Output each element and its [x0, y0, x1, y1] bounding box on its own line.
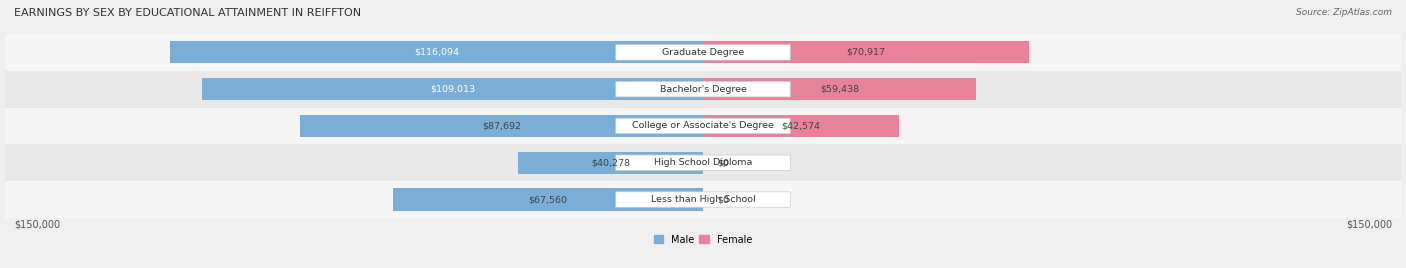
Text: Less than High School: Less than High School	[651, 195, 755, 204]
Bar	[4, 71, 1402, 107]
Text: $40,278: $40,278	[591, 158, 630, 167]
Bar	[170, 41, 703, 64]
FancyBboxPatch shape	[616, 118, 790, 134]
Bar	[4, 181, 1402, 218]
FancyBboxPatch shape	[616, 192, 790, 207]
Text: $42,574: $42,574	[782, 121, 820, 131]
Bar	[517, 152, 703, 174]
Bar	[4, 107, 1402, 144]
Text: $150,000: $150,000	[14, 220, 60, 230]
Text: $0: $0	[717, 195, 728, 204]
Bar	[703, 115, 898, 137]
Text: Graduate Degree: Graduate Degree	[662, 48, 744, 57]
Text: College or Associate's Degree: College or Associate's Degree	[633, 121, 773, 131]
Bar	[4, 144, 1402, 181]
Text: High School Diploma: High School Diploma	[654, 158, 752, 167]
Text: $150,000: $150,000	[1346, 220, 1392, 230]
Bar	[392, 188, 703, 211]
Bar	[703, 41, 1029, 64]
Bar	[703, 78, 976, 100]
Legend: Male, Female: Male, Female	[650, 231, 756, 249]
Text: $87,692: $87,692	[482, 121, 522, 131]
Bar	[4, 34, 1402, 71]
FancyBboxPatch shape	[616, 81, 790, 97]
Text: $109,013: $109,013	[430, 85, 475, 94]
Text: Bachelor's Degree: Bachelor's Degree	[659, 85, 747, 94]
Text: $67,560: $67,560	[529, 195, 568, 204]
FancyBboxPatch shape	[616, 45, 790, 60]
Text: EARNINGS BY SEX BY EDUCATIONAL ATTAINMENT IN REIFFTON: EARNINGS BY SEX BY EDUCATIONAL ATTAINMEN…	[14, 8, 361, 18]
Text: $0: $0	[717, 158, 728, 167]
Text: $70,917: $70,917	[846, 48, 886, 57]
Text: $116,094: $116,094	[413, 48, 458, 57]
Bar	[202, 78, 703, 100]
Bar	[301, 115, 703, 137]
Text: Source: ZipAtlas.com: Source: ZipAtlas.com	[1296, 8, 1392, 17]
FancyBboxPatch shape	[616, 155, 790, 170]
Text: $59,438: $59,438	[820, 85, 859, 94]
